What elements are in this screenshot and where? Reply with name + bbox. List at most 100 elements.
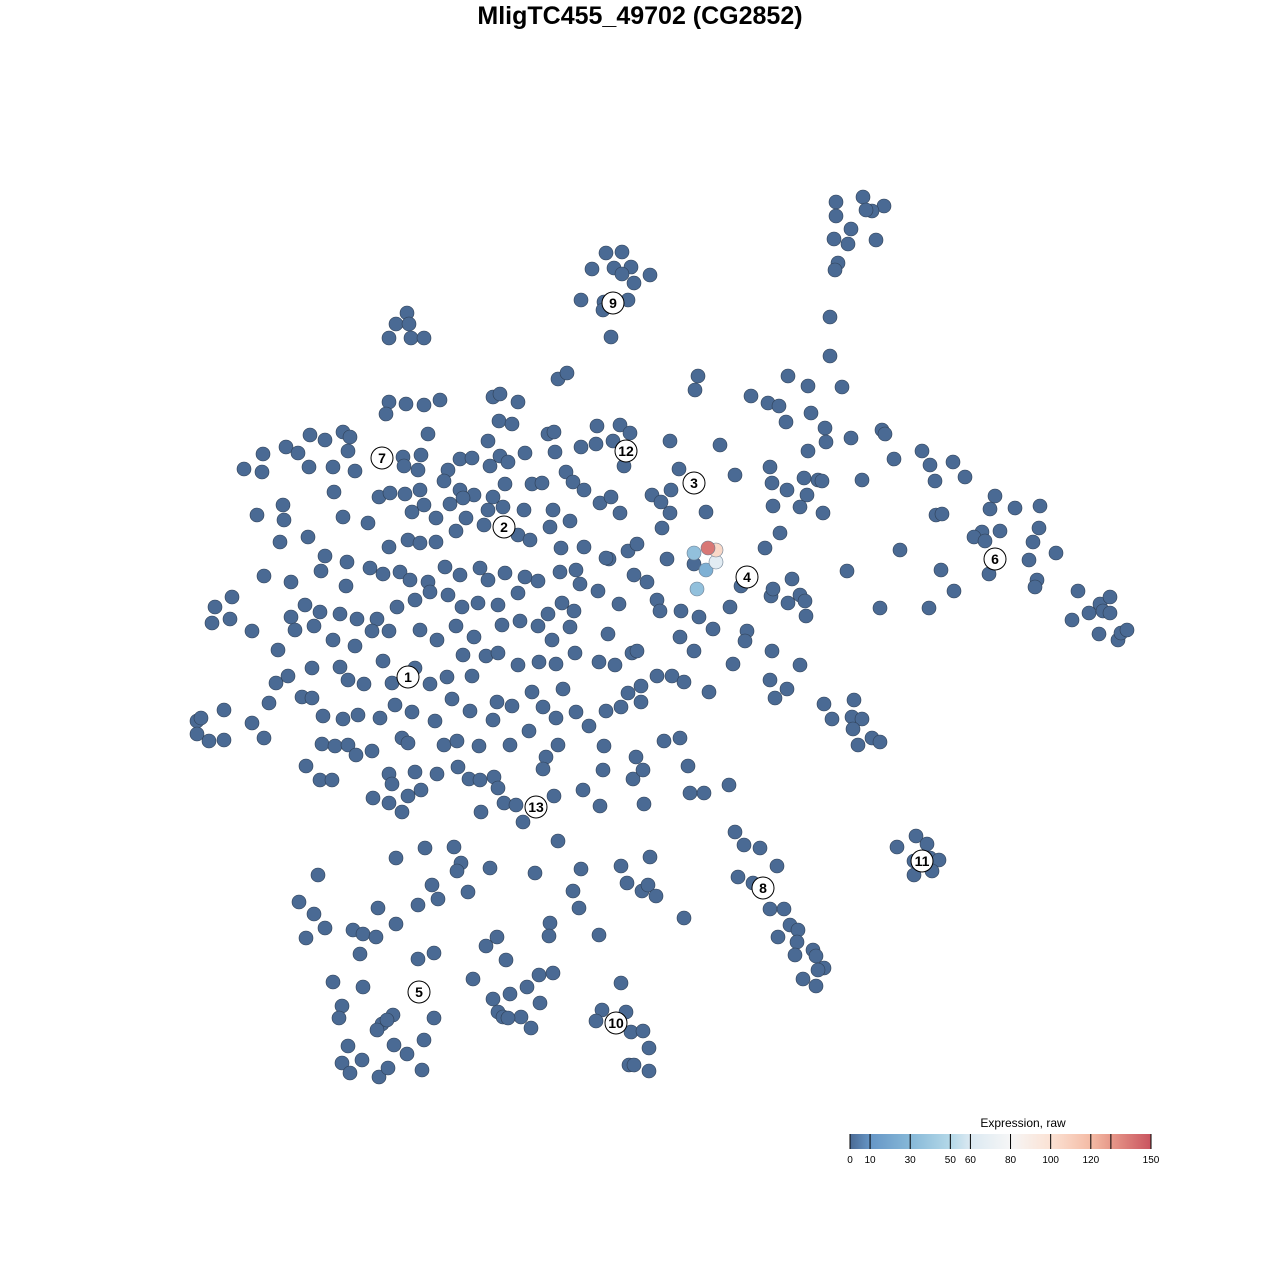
cell-point (437, 559, 453, 575)
cell-point (562, 619, 578, 635)
cell-point (721, 777, 737, 793)
cell-point (798, 608, 814, 624)
cell-point (326, 484, 342, 500)
cell-point (444, 691, 460, 707)
cell-point (957, 469, 973, 485)
cell-point (524, 684, 540, 700)
cell-point (291, 894, 307, 910)
legend-title: Expression, raw (980, 1116, 1066, 1130)
cell-point (818, 434, 834, 450)
cell-point (471, 738, 487, 754)
cell-point (470, 595, 486, 611)
cell-point (368, 929, 384, 945)
cell-point (662, 505, 678, 521)
cell-point (517, 569, 533, 585)
cell-point (502, 986, 518, 1002)
cell-point (204, 615, 220, 631)
cell-point (482, 860, 498, 876)
cell-point (317, 548, 333, 564)
cell-point (439, 669, 455, 685)
cell-point (1025, 534, 1041, 550)
cell-point (588, 436, 604, 452)
cell-point (620, 685, 636, 701)
cell-point (327, 738, 343, 754)
cell-point (784, 571, 800, 587)
cell-point (934, 506, 950, 522)
cell-point (496, 795, 512, 811)
cell-point (491, 413, 507, 429)
cell-point (416, 330, 432, 346)
cell-point (538, 749, 554, 765)
cell-point (796, 470, 812, 486)
cell-point (531, 967, 547, 983)
cell-point (641, 1063, 657, 1079)
cell-point (780, 368, 796, 384)
cell-point (554, 595, 570, 611)
cell-point (548, 656, 564, 672)
cell-point (571, 900, 587, 916)
cell-point (762, 459, 778, 475)
cell-point (254, 464, 270, 480)
cell-point (410, 951, 426, 967)
cell-point (381, 623, 397, 639)
cell-point (816, 696, 832, 712)
cell-point (676, 910, 692, 926)
cluster-label: 1 (396, 665, 420, 689)
cell-point (389, 599, 405, 615)
cell-point (625, 771, 641, 787)
cell-point (325, 974, 341, 990)
cell-point (339, 554, 355, 570)
cell-point (244, 715, 260, 731)
cell-point (843, 221, 859, 237)
cell-point (540, 606, 556, 622)
cell-point (680, 758, 696, 774)
cell-point (460, 884, 476, 900)
cell-point (510, 585, 526, 601)
cell-point (412, 535, 428, 551)
cell-point (584, 261, 600, 277)
cell-point (600, 626, 616, 642)
cell-point (387, 697, 403, 713)
cluster-label-badge (910, 849, 934, 873)
cell-point (1070, 583, 1086, 599)
cell-point (335, 509, 351, 525)
cell-point (348, 747, 364, 763)
cell-point (428, 534, 444, 550)
cell-point (189, 726, 205, 742)
cell-point (1031, 520, 1047, 536)
cell-point (531, 654, 547, 670)
cell-point (850, 737, 866, 753)
cell-point (635, 1023, 651, 1039)
cell-point (350, 707, 366, 723)
cluster-label-text: 1 (404, 669, 412, 685)
cell-point (787, 947, 803, 963)
cell-point (436, 473, 452, 489)
cell-point (640, 877, 656, 893)
cell-point (400, 788, 416, 804)
cluster-label-badge (396, 665, 420, 689)
cluster-label-text: 8 (759, 880, 767, 896)
cell-point (575, 782, 591, 798)
cell-point (403, 330, 419, 346)
cell-point (355, 979, 371, 995)
cell-point (737, 633, 753, 649)
cell-point (480, 502, 496, 518)
cluster-label-text: 4 (743, 569, 751, 585)
cell-point (297, 597, 313, 613)
cell-point (676, 674, 692, 690)
cell-point (562, 513, 578, 529)
cell-point (450, 759, 466, 775)
cell-point (705, 621, 721, 637)
cluster-label: 10 (604, 1011, 628, 1035)
cell-point (278, 439, 294, 455)
cell-point (298, 758, 314, 774)
cell-point (407, 592, 423, 608)
cluster-label: 7 (370, 446, 394, 470)
cell-point (492, 386, 508, 402)
cluster-label-badge (735, 565, 759, 589)
cell-point (686, 643, 702, 659)
cell-point (515, 814, 531, 830)
cell-point (386, 1037, 402, 1053)
cell-point (222, 611, 238, 627)
cell-point (324, 772, 340, 788)
